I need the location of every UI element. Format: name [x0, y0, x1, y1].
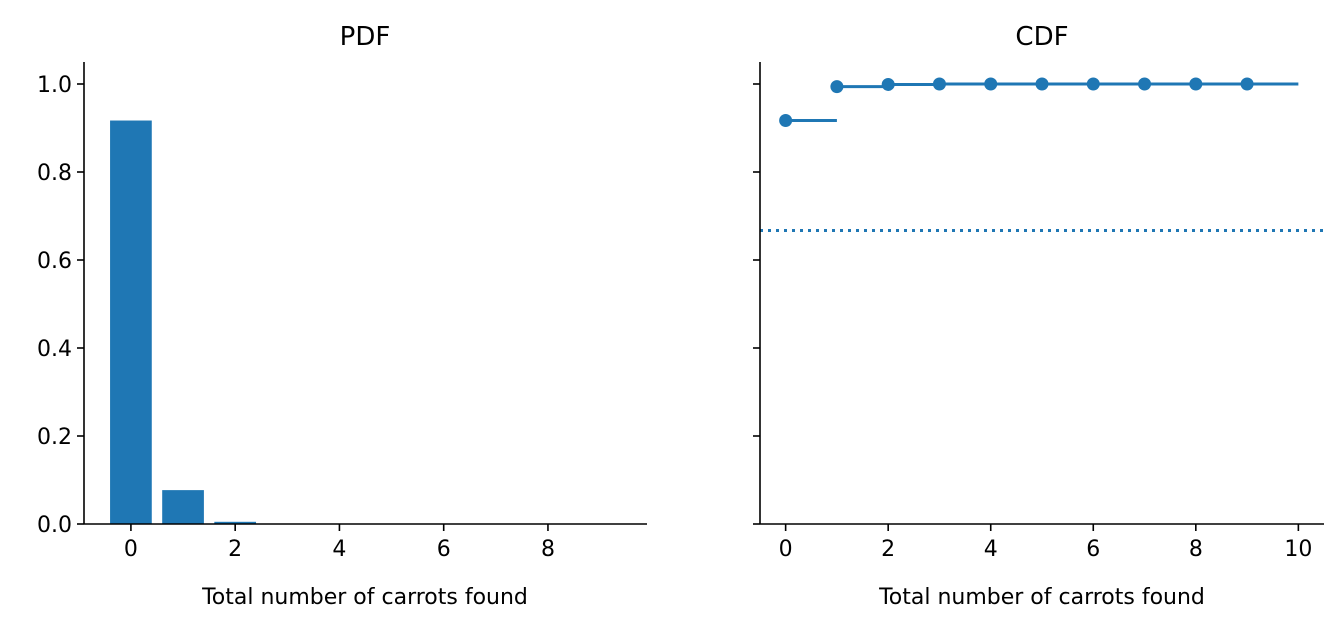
cdf-point-7	[1138, 78, 1151, 91]
pdf-x-tick-label: 6	[437, 537, 451, 562]
cdf-x-tick-label: 10	[1284, 537, 1312, 562]
pdf-x-tick-label: 2	[228, 537, 242, 562]
cdf-point-8	[1189, 78, 1202, 91]
pdf-y-tick-label: 0.6	[37, 249, 72, 274]
pdf-bars	[110, 121, 360, 524]
cdf-x-tick-label: 2	[881, 537, 895, 562]
cdf-point-1	[830, 80, 843, 93]
pdf-title: PDF	[340, 22, 391, 52]
cdf-x-tick-label: 4	[984, 537, 998, 562]
cdf-x-tick-label: 8	[1189, 537, 1203, 562]
cdf-point-5	[1036, 78, 1049, 91]
cdf-title: CDF	[1015, 22, 1068, 52]
cdf-point-3	[933, 78, 946, 91]
cdf-point-9	[1241, 78, 1254, 91]
pdf-x-tick-label: 8	[541, 537, 555, 562]
cdf-point-0	[779, 114, 792, 127]
cdf-x-axis-label: Total number of carrots found	[878, 585, 1205, 610]
pdf-x-axis-label: Total number of carrots found	[201, 585, 528, 610]
pdf-y-tick-label: 1.0	[37, 73, 72, 98]
pdf-x-tick-label: 4	[332, 537, 346, 562]
cdf-point-2	[882, 78, 895, 91]
pdf-y-tick-label: 0.4	[37, 337, 72, 362]
cdf-point-6	[1087, 78, 1100, 91]
pdf-y-tick-label: 0.0	[37, 513, 72, 538]
cdf-x-ticks: 0 2 4 6 8 10	[779, 524, 1313, 562]
pdf-x-ticks: 0 2 4 6 8	[124, 524, 555, 562]
cdf-point-4	[984, 78, 997, 91]
cdf-y-ticks	[753, 84, 760, 524]
cdf-x-tick-label: 6	[1086, 537, 1100, 562]
pdf-y-tick-label: 0.8	[37, 161, 72, 186]
cdf-x-tick-label: 0	[779, 537, 793, 562]
cdf-panel: CDF 0 2 4 6 8 10 Total number of carrots foun…	[753, 22, 1324, 610]
pdf-y-tick-label: 0.2	[37, 425, 72, 450]
pdf-x-tick-label: 0	[124, 537, 138, 562]
pdf-y-ticks: 0.0 0.2 0.4 0.6 0.8 1.0	[37, 73, 84, 538]
pdf-bar-0	[110, 121, 152, 524]
pdf-panel: PDF 0 2 4 6 8 0.0 0.2 0.4 0.6 0.8 1.0 Total numbe…	[37, 22, 647, 610]
pdf-bar-1	[162, 490, 204, 524]
